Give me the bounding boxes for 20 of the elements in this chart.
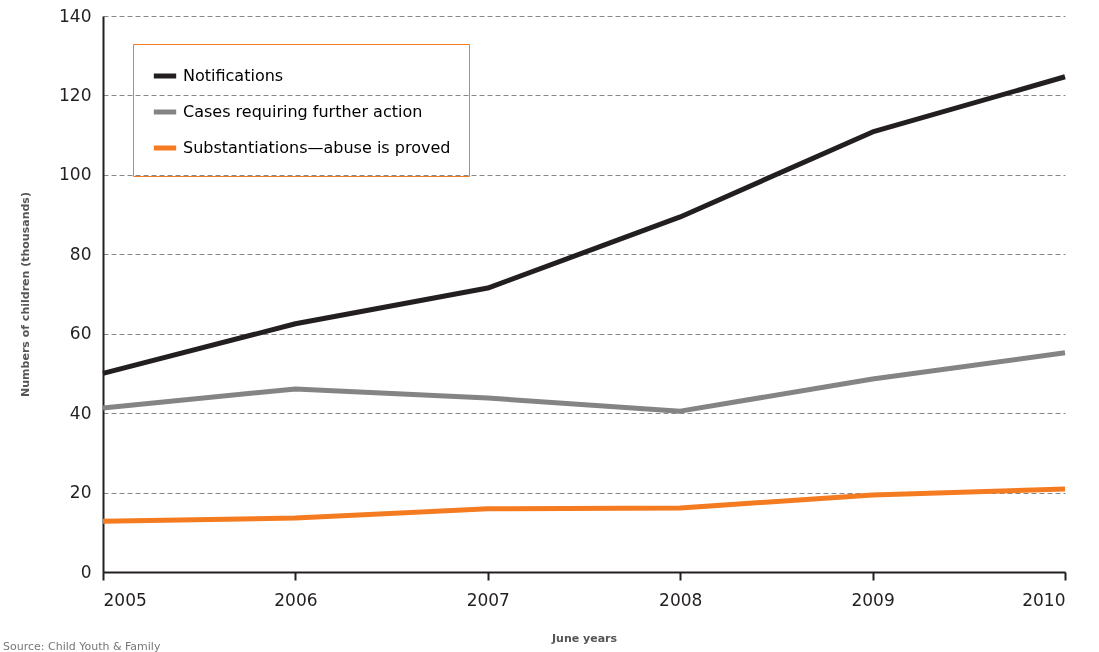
y-tick-label: 0	[80, 561, 92, 582]
x-axis-title: June years	[550, 631, 618, 645]
x-tick-label: 2005	[103, 589, 147, 610]
y-tick-label: 140	[59, 5, 92, 26]
source-note: Source: Child Youth & Family	[3, 640, 161, 652]
legend-label: Substantiations—abuse is proved	[183, 138, 451, 157]
y-tick-label: 100	[59, 164, 92, 185]
y-tick-label: 60	[69, 323, 92, 344]
legend-label: Cases requiring further action	[183, 102, 423, 121]
y-tick-label: 120	[59, 84, 92, 105]
x-tick-label: 2006	[274, 589, 318, 610]
x-tick-label: 2008	[659, 589, 703, 610]
y-tick-label: 20	[69, 482, 92, 503]
y-axis-title: Numbers of children (thousands)	[19, 192, 33, 397]
x-tick-label: 2010	[1022, 589, 1066, 610]
legend-label: Notifications	[183, 66, 284, 85]
y-tick-label: 40	[69, 402, 92, 423]
y-tick-label: 80	[69, 243, 92, 264]
x-tick-label: 2007	[466, 589, 510, 610]
x-tick-label: 2009	[851, 589, 895, 610]
